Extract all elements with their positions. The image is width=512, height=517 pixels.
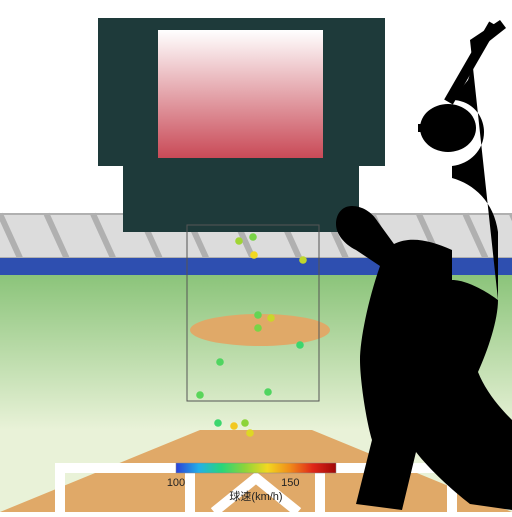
pitch-marker (296, 341, 304, 349)
pitch-marker (249, 233, 257, 241)
pitch-location-chart: 100 150球速(km/h) (0, 0, 512, 512)
legend-bar (176, 463, 336, 473)
pitch-marker (267, 314, 275, 322)
legend-tick: 150 (281, 477, 299, 489)
pitch-marker (254, 324, 262, 332)
scoreboard-body (123, 166, 359, 232)
pitch-marker (264, 388, 272, 396)
scoreboard-screen (158, 30, 323, 158)
chart-svg: 100 150球速(km/h) (0, 0, 512, 512)
pitch-marker (230, 422, 238, 430)
legend-label: 球速(km/h) (229, 489, 282, 503)
pitch-marker (246, 429, 254, 437)
pitch-marker (196, 391, 204, 399)
pitch-marker (299, 256, 307, 264)
pitch-marker (250, 251, 258, 259)
pitch-marker (216, 358, 224, 366)
pitch-marker (235, 237, 243, 245)
pitch-marker (254, 311, 262, 319)
pitch-marker (241, 419, 249, 427)
pitch-marker (214, 419, 222, 427)
legend-tick: 100 (167, 477, 185, 489)
